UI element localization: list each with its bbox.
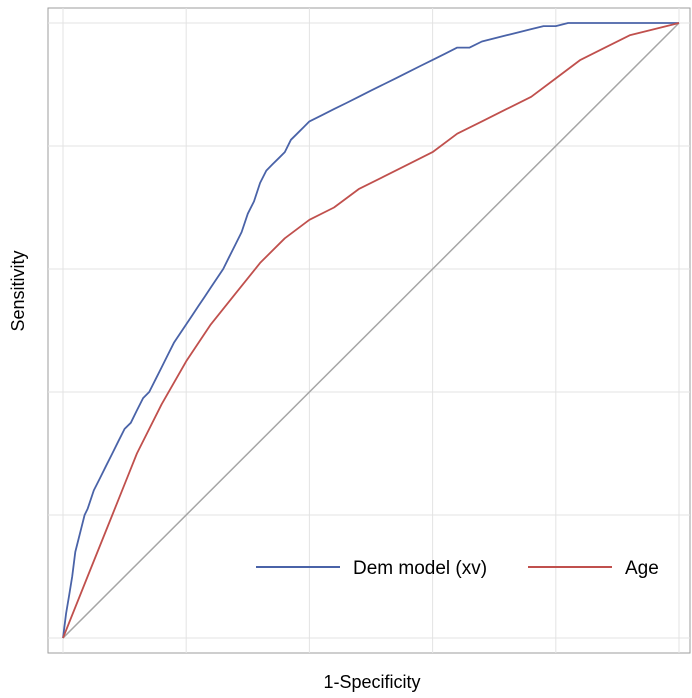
legend: Dem model (xv) Age bbox=[256, 558, 659, 579]
y-axis-label: Sensitivity bbox=[8, 250, 28, 331]
series-line-dem-model bbox=[62, 22, 679, 639]
reference-line bbox=[62, 22, 680, 639]
x-axis-label: 1-Specificity bbox=[323, 672, 420, 692]
diagonal-reference-line bbox=[62, 22, 680, 639]
series-line-age bbox=[62, 22, 680, 639]
series-lines bbox=[62, 22, 680, 639]
legend-label-dem-model: Dem model (xv) bbox=[353, 558, 487, 579]
legend-label-age: Age bbox=[625, 558, 659, 579]
grid-lines bbox=[48, 8, 690, 653]
